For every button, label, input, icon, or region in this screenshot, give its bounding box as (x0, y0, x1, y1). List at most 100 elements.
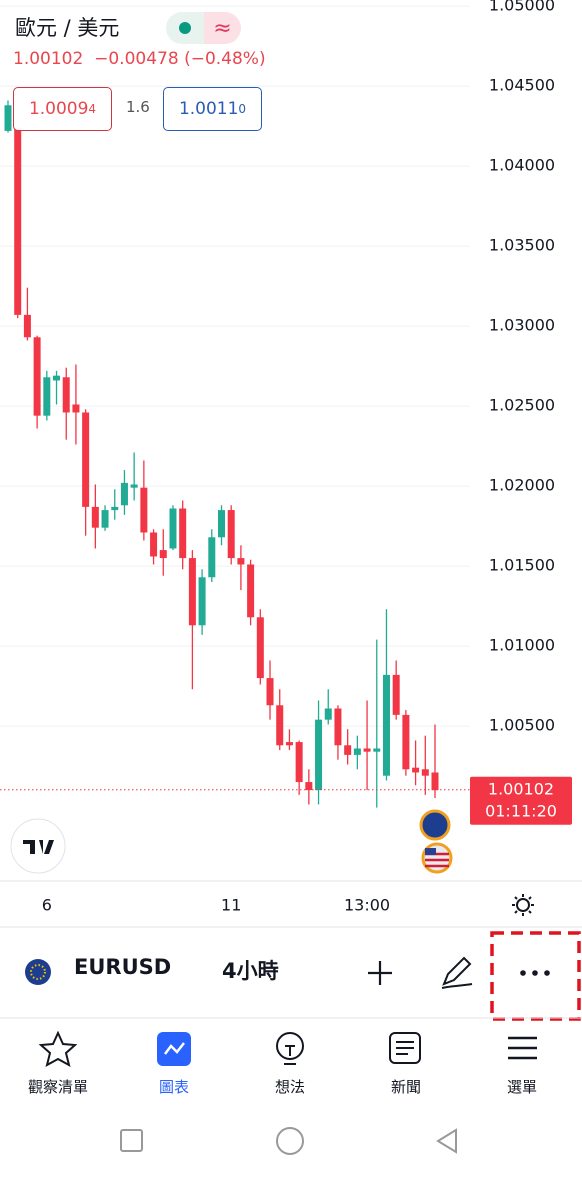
candle-body (4, 105, 12, 131)
spread: 1.6 (126, 98, 150, 116)
quote-line: 1.00102 −0.00478 (−0.48%) (13, 49, 266, 69)
price-tag-value: 1.00102 (488, 779, 554, 798)
candle-body (150, 532, 158, 557)
candle-body (237, 558, 245, 565)
candle-body (334, 708, 342, 746)
draw-icon[interactable] (441, 956, 473, 989)
candle-body (344, 745, 352, 755)
candle-body (412, 767, 420, 773)
sell-pip: 4 (88, 102, 97, 116)
candle-body (431, 772, 439, 791)
candle-body (315, 719, 323, 791)
candle-body (353, 748, 361, 755)
candle-body (72, 404, 80, 413)
candle-body (33, 337, 41, 416)
candle-body (363, 748, 371, 752)
candle-body (159, 550, 167, 559)
buy-pip: 0 (238, 102, 247, 116)
candle-body (402, 714, 410, 770)
news-icon[interactable] (389, 1032, 421, 1064)
candle-body (285, 742, 293, 746)
candle-body (169, 508, 177, 549)
chart: 1.05000 1.04500 1.04000 1.03500 1.03000 1.025… (0, 0, 582, 915)
candle-body (276, 705, 284, 746)
logo-mark (23, 840, 54, 854)
menu-icon[interactable] (508, 1036, 537, 1060)
recents-button[interactable] (120, 1129, 143, 1152)
candle-body (53, 375, 61, 381)
y-tick-label: 1.03500 (489, 236, 555, 255)
y-tick-label: 1.04500 (489, 76, 555, 95)
candle-body (130, 484, 138, 488)
candle-body (120, 482, 128, 506)
sell-button[interactable]: 1.0009 4 (13, 87, 112, 131)
candle-body (247, 564, 255, 618)
y-tick-label: 1.01500 (489, 556, 555, 575)
last-price: 1.00102 (13, 49, 84, 69)
logo-bg (10, 818, 66, 874)
nav-label[interactable]: 想法 (274, 1078, 305, 1096)
y-tick-label: 1.00500 (489, 716, 555, 735)
watchlist-icon[interactable] (38, 1030, 78, 1067)
candle-body (188, 558, 196, 626)
price-change: −0.00478 (−0.48%) (94, 49, 266, 69)
candle-body (421, 769, 429, 776)
nav-label[interactable]: 新聞 (390, 1078, 421, 1096)
candle-body (227, 510, 235, 559)
more-icon[interactable] (520, 970, 550, 976)
us-canton (425, 848, 436, 855)
add-icon[interactable] (368, 961, 392, 985)
candle-body (43, 377, 51, 416)
candle-body (14, 105, 22, 315)
candle-body (62, 377, 70, 413)
y-tick-label: 1.05000 (489, 0, 555, 15)
sell-price: 1.0009 (28, 99, 89, 119)
candle-body (324, 708, 332, 720)
x-tick-label: 11 (221, 896, 241, 915)
eur-flag (25, 959, 51, 985)
highlight-box (490, 931, 581, 1021)
y-tick-label: 1.04000 (489, 156, 555, 175)
y-tick-label: 1.02500 (489, 396, 555, 415)
candle-body (82, 412, 90, 507)
symbol-title[interactable]: 歐元 / 美元 (15, 16, 120, 40)
candle-body (266, 678, 274, 706)
candle-body (295, 742, 303, 783)
candle-body (198, 577, 206, 626)
buy-price: 1.0011 (178, 99, 239, 119)
home-button[interactable] (276, 1127, 304, 1155)
candle-body (373, 748, 381, 752)
status-mode: ≈ (204, 12, 241, 44)
candle-body (179, 508, 187, 559)
nav-label[interactable]: 圖表 (158, 1078, 189, 1096)
candle-body (392, 674, 400, 715)
nav-label[interactable]: 選單 (506, 1078, 537, 1096)
candle-body (218, 510, 225, 538)
toolbar-symbol[interactable]: EURUSD (74, 955, 172, 979)
status-open (166, 12, 204, 44)
y-tick-label: 1.03000 (489, 316, 555, 335)
eu-flag (419, 809, 451, 841)
market-status[interactable]: ≈ (166, 12, 241, 44)
candle-body (305, 782, 313, 791)
candle-body (111, 506, 119, 511)
bottom-ui (0, 894, 582, 1155)
y-tick-label: 1.01000 (489, 636, 555, 655)
candle-body (23, 314, 31, 338)
currency-flags (419, 809, 453, 874)
price-tag (470, 776, 572, 825)
settings-icon[interactable] (512, 894, 534, 916)
candle-body (91, 506, 99, 528)
ideas-icon[interactable] (276, 1032, 304, 1065)
nav-label[interactable]: 觀察清單 (27, 1078, 88, 1096)
y-tick-label: 1.02000 (489, 476, 555, 495)
tv-logo (10, 818, 66, 874)
price-tag-countdown: 01:11:20 (485, 801, 557, 820)
toolbar-interval[interactable]: 4小時 (222, 959, 279, 983)
x-tick-label: 6 (42, 896, 52, 915)
candle-body (140, 487, 148, 533)
candle-body (382, 674, 390, 776)
back-button[interactable] (436, 1128, 457, 1154)
buy-button[interactable]: 1.0011 0 (163, 87, 262, 131)
